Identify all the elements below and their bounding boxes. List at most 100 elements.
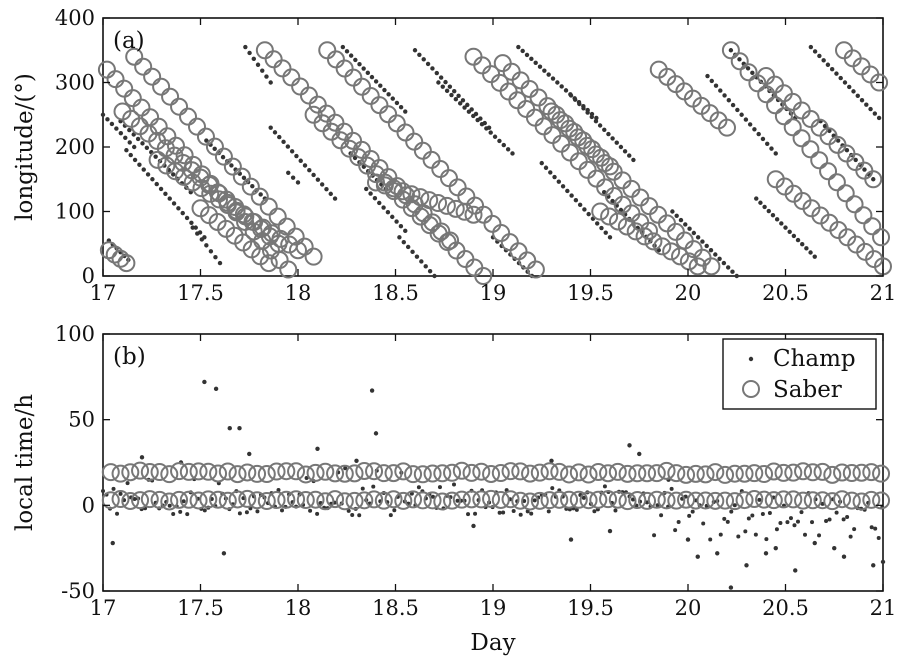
saber-point — [148, 150, 167, 169]
saber-point — [766, 96, 785, 115]
champ-point — [769, 146, 774, 151]
saber-point — [111, 249, 130, 268]
champ-point — [340, 44, 346, 50]
saber-point — [335, 59, 354, 78]
champ-point — [695, 235, 701, 240]
saber-point — [638, 491, 657, 510]
champ-point — [725, 519, 730, 524]
saber-point — [819, 162, 838, 181]
y-tick-label: -50 — [61, 579, 95, 603]
champ-point — [613, 508, 618, 513]
x-tick-label: 17.5 — [177, 596, 224, 620]
saber-point — [131, 491, 150, 510]
champ-point — [708, 248, 714, 253]
champ-point — [577, 101, 582, 107]
champ-point — [824, 519, 829, 524]
saber-point — [721, 41, 740, 60]
champ-point — [659, 513, 664, 518]
saber-point — [608, 462, 627, 481]
champ-point — [110, 540, 115, 546]
champ-point — [762, 204, 767, 210]
saber-point — [525, 108, 544, 127]
champ-point — [516, 44, 521, 50]
saber-point — [326, 490, 345, 509]
champ-point — [670, 209, 675, 214]
saber-point — [238, 489, 257, 508]
saber-point — [657, 461, 676, 480]
saber-point — [600, 207, 619, 226]
champ-point — [800, 242, 805, 247]
saber-point — [560, 465, 579, 484]
champ-point — [373, 79, 379, 84]
saber-point — [422, 150, 441, 169]
saber-point — [121, 491, 140, 510]
saber-point — [628, 491, 647, 510]
saber-point — [716, 465, 735, 484]
champ-point — [290, 175, 296, 180]
saber-point — [492, 224, 511, 242]
y-tick-label: 100 — [55, 200, 95, 224]
saber-point — [823, 492, 842, 511]
champ-point — [555, 80, 560, 85]
champ-point — [289, 149, 295, 154]
saber-point — [335, 492, 354, 511]
champ-point — [423, 264, 428, 269]
saber-point — [870, 73, 889, 92]
champ-point — [401, 239, 406, 245]
saber-point — [183, 173, 202, 192]
champ-point — [195, 231, 200, 236]
champ-point — [673, 528, 678, 533]
champ-point — [550, 76, 556, 81]
saber-point — [365, 490, 384, 509]
champ-point — [764, 537, 769, 542]
champ-point — [403, 109, 408, 114]
champ-point — [543, 165, 549, 170]
champ-point — [308, 508, 313, 513]
saber-point — [238, 463, 257, 482]
saber-point — [166, 162, 185, 181]
champ-point — [127, 127, 132, 133]
champ-point — [332, 196, 338, 201]
saber-point — [121, 463, 140, 482]
saber-point — [218, 196, 237, 215]
saber-point — [608, 212, 627, 231]
champ-point — [135, 136, 141, 142]
champ-point — [392, 508, 397, 513]
saber-point — [649, 205, 668, 224]
champ-point — [377, 200, 382, 206]
champ-point — [750, 70, 755, 76]
champ-point — [709, 78, 714, 84]
champ-point — [872, 111, 878, 116]
saber-point — [618, 492, 637, 511]
saber-point — [214, 147, 233, 166]
champ-point — [390, 214, 395, 220]
saber-point — [862, 463, 881, 482]
champ-point — [247, 50, 252, 56]
champ-point — [606, 131, 611, 137]
saber-point — [210, 190, 229, 209]
saber-point — [318, 41, 337, 60]
champ-point — [622, 149, 628, 154]
saber-point — [227, 201, 246, 220]
saber-point — [316, 492, 335, 511]
champ-point — [774, 527, 779, 532]
champ-point — [585, 110, 590, 115]
saber-point — [784, 463, 803, 482]
champ-point — [572, 97, 578, 102]
champ-point — [132, 144, 137, 150]
saber-point — [379, 105, 398, 124]
champ-point — [285, 144, 291, 149]
saber-point — [774, 107, 793, 126]
champ-point — [403, 228, 408, 234]
champ-point — [560, 184, 566, 189]
saber-point — [591, 202, 610, 221]
x-tick-label: 18.5 — [372, 281, 419, 305]
champ-point — [880, 559, 886, 565]
champ-point — [109, 121, 115, 127]
champ-point — [729, 509, 734, 514]
saber-point — [345, 464, 364, 483]
saber-point — [289, 241, 307, 260]
saber-point — [374, 464, 393, 483]
champ-point — [220, 154, 226, 160]
